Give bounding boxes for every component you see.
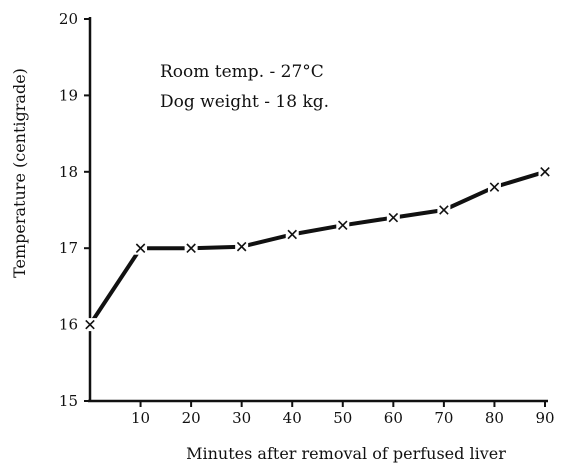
x-tick-label-90: 90 bbox=[535, 409, 554, 427]
x-tick-label-10: 10 bbox=[131, 409, 150, 427]
series-line-0 bbox=[88, 169, 547, 327]
data-point-stroke-b bbox=[236, 241, 247, 252]
data-point-stroke-b bbox=[540, 167, 550, 177]
x-tick-label-70: 70 bbox=[434, 409, 453, 427]
x-tick-label-40: 40 bbox=[283, 409, 302, 427]
axes bbox=[88, 17, 548, 403]
data-point-stroke-b bbox=[85, 319, 95, 330]
x-tick-label-80: 80 bbox=[485, 409, 504, 427]
y-tick-label-18: 18 bbox=[59, 163, 78, 181]
data-point-x40 bbox=[285, 227, 299, 241]
data-point-x90 bbox=[538, 165, 552, 179]
y-axis-ticks: 15 16 17 18 19 20 bbox=[59, 10, 90, 410]
data-point-x70 bbox=[437, 203, 451, 217]
data-point-x50 bbox=[336, 218, 350, 232]
data-point-x10 bbox=[134, 241, 148, 255]
x-tick-label-50: 50 bbox=[333, 409, 352, 427]
y-tick-label-19: 19 bbox=[59, 86, 78, 104]
x-axis-ticks: 10 20 30 40 50 60 70 80 90 bbox=[131, 401, 555, 427]
data-point-x30 bbox=[235, 240, 249, 254]
data-point-stroke-b bbox=[388, 212, 399, 223]
data-point-stroke-b bbox=[186, 243, 196, 253]
data-point-stroke-b bbox=[489, 182, 500, 192]
data-point-x20 bbox=[184, 241, 198, 255]
y-tick-label-16: 16 bbox=[59, 316, 78, 334]
room-temperature-annotation: Room temp. - 27°C bbox=[160, 62, 324, 82]
data-point-stroke-b bbox=[338, 220, 348, 231]
x-tick-label-30: 30 bbox=[232, 409, 251, 427]
data-point-x0 bbox=[83, 318, 97, 332]
series-temperature bbox=[83, 165, 552, 332]
dog-weight-annotation: Dog weight - 18 kg. bbox=[160, 92, 329, 112]
data-point-x80 bbox=[487, 180, 501, 194]
y-tick-label-15: 15 bbox=[59, 392, 78, 410]
x-axis-title: Minutes after removal of perfused liver bbox=[186, 444, 506, 463]
y-tick-label-20: 20 bbox=[59, 10, 78, 28]
data-point-stroke-b bbox=[439, 205, 449, 215]
y-axis-title: Temperature (centigrade) bbox=[10, 68, 29, 278]
x-tick-label-60: 60 bbox=[384, 409, 403, 427]
y-tick-label-17: 17 bbox=[59, 239, 78, 257]
data-point-stroke-b bbox=[287, 229, 297, 240]
data-point-x60 bbox=[386, 211, 400, 225]
data-point-stroke-b bbox=[135, 243, 146, 253]
x-tick-label-20: 20 bbox=[182, 409, 201, 427]
